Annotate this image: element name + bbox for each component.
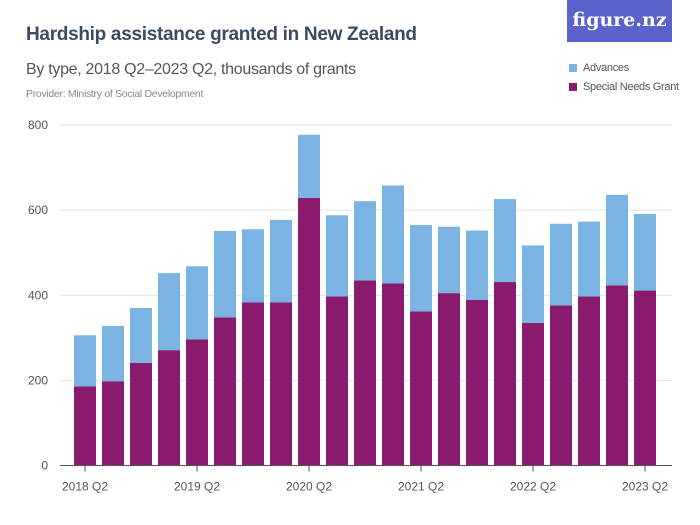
bar-special-needs-grant xyxy=(354,280,376,466)
bar-advances xyxy=(382,185,404,284)
bar-special-needs-grant xyxy=(438,293,460,466)
bar-advances xyxy=(494,199,516,283)
bar-special-needs-grant xyxy=(298,197,320,466)
bar-advances xyxy=(522,245,544,323)
bar-special-needs-grant xyxy=(634,290,656,466)
bar-advances xyxy=(186,266,208,340)
provider-text: Provider: Ministry of Social Development xyxy=(26,88,204,100)
bar-special-needs-grant xyxy=(410,311,432,466)
legend-swatch-special-needs-grant xyxy=(569,82,577,91)
bar-special-needs-grant xyxy=(242,302,264,466)
bar-special-needs-grant xyxy=(606,285,628,466)
bar-special-needs-grant xyxy=(326,296,348,466)
x-tick-label: 2021 Q2 xyxy=(398,480,444,494)
y-tick-label: 400 xyxy=(28,288,48,302)
bar-special-needs-grant xyxy=(102,381,124,466)
bar-advances xyxy=(410,225,432,312)
bar-advances xyxy=(130,308,152,363)
y-tick-label: 600 xyxy=(28,203,48,217)
bar-special-needs-grant xyxy=(466,299,488,466)
legend: Advances Special Needs Grant xyxy=(569,58,679,96)
x-tick-label: 2020 Q2 xyxy=(286,480,332,494)
bar-special-needs-grant xyxy=(130,362,152,466)
bar-special-needs-grant xyxy=(382,283,404,466)
bar-advances xyxy=(354,201,376,281)
x-tick-label: 2023 Q2 xyxy=(622,480,668,494)
bar-special-needs-grant xyxy=(214,317,236,466)
bar-advances xyxy=(606,194,628,286)
bar-advances xyxy=(102,325,124,382)
bar-special-needs-grant xyxy=(494,282,516,466)
bar-advances xyxy=(214,230,236,318)
bar-special-needs-grant xyxy=(74,386,96,466)
bar-special-needs-grant xyxy=(522,322,544,466)
bar-advances xyxy=(74,335,96,387)
bar-special-needs-grant xyxy=(578,296,600,466)
bar-special-needs-grant xyxy=(270,302,292,466)
legend-label: Advances xyxy=(583,61,629,74)
legend-label: Special Needs Grant xyxy=(583,80,679,93)
bar-advances xyxy=(634,213,656,291)
y-tick-label: 800 xyxy=(28,118,48,132)
bar-special-needs-grant xyxy=(550,305,572,466)
chart-subtitle: By type, 2018 Q2–2023 Q2, thousands of g… xyxy=(26,61,356,78)
bar-advances xyxy=(550,223,572,306)
bar-advances xyxy=(326,215,348,297)
y-tick-label: 0 xyxy=(41,459,48,473)
bar-advances xyxy=(242,229,264,303)
bar-advances xyxy=(466,230,488,300)
bar-advances xyxy=(270,219,292,303)
bar-advances xyxy=(438,226,460,294)
bar-advances xyxy=(298,134,320,198)
x-tick-label: 2022 Q2 xyxy=(510,480,556,494)
legend-item-special-needs-grant: Special Needs Grant xyxy=(569,77,679,96)
legend-item-advances: Advances xyxy=(569,58,679,77)
x-tick-label: 2018 Q2 xyxy=(62,480,108,494)
y-tick-label: 200 xyxy=(28,373,48,387)
bar-special-needs-grant xyxy=(158,350,180,466)
x-tick-label: 2019 Q2 xyxy=(174,480,220,494)
figure-nz-logo[interactable]: figure.nz xyxy=(567,0,672,42)
bar-advances xyxy=(158,273,180,351)
chart-title: Hardship assistance granted in New Zeala… xyxy=(26,24,417,45)
bar-special-needs-grant xyxy=(186,339,208,466)
legend-swatch-advances xyxy=(569,63,577,72)
bar-advances xyxy=(578,221,600,297)
